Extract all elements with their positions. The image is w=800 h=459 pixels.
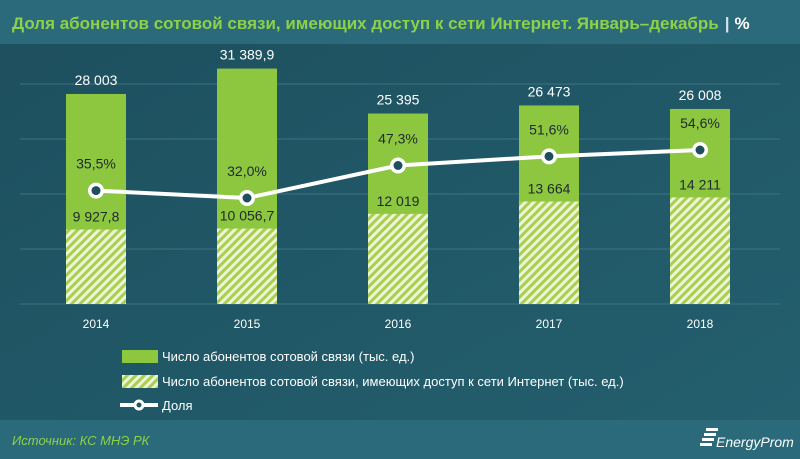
legend-swatch-total [122,350,158,363]
legend: Число абонентов сотовой связи (тыс. ед.)… [120,349,624,413]
label-share-2014: 35,5% [76,156,116,172]
label-share-2016: 47,3% [378,131,418,147]
label-share-2015: 32,0% [227,163,267,179]
source-text: Источник: КС МНЭ РК [12,433,151,448]
xtick-2018: 2018 [687,317,714,331]
bar-internet-2014 [66,229,126,304]
xtick-2017: 2017 [536,317,563,331]
legend-label-internet: Число абонентов сотовой связи, имеющих д… [162,374,624,389]
label-total-2016: 25 395 [377,92,420,108]
bar-internet-2017 [519,201,579,304]
label-internet-2018: 14 211 [679,176,721,192]
bar-internet-2015 [217,228,277,304]
xtick-2014: 2014 [83,317,110,331]
label-total-2017: 26 473 [528,83,571,99]
xtick-2016: 2016 [385,317,412,331]
legend-label-total: Число абонентов сотовой связи (тыс. ед.) [162,349,415,364]
label-total-2018: 26 008 [679,87,722,103]
label-internet-2016: 12 019 [377,193,420,209]
label-share-2018: 54,6% [680,115,720,131]
footer-band [0,420,800,459]
label-total-2014: 28 003 [75,72,118,88]
energyprom-logo: EnergyProm [700,428,794,450]
label-internet-2015: 10 056,7 [220,208,275,224]
xtick-2015: 2015 [234,317,261,331]
label-internet-2014: 9 927,8 [73,209,120,225]
label-internet-2017: 13 664 [528,181,571,197]
label-total-2015: 31 389,9 [220,47,275,63]
legend-label-share: Доля [162,398,193,413]
label-share-2017: 51,6% [529,121,569,137]
bar-internet-2016 [368,213,428,304]
svg-text:EnergyProm: EnergyProm [716,434,794,450]
title-band [0,0,800,44]
chart-title: Доля абонентов сотовой связи, имеющих до… [12,14,750,33]
legend-swatch-internet [122,375,158,388]
bar-internet-2018 [670,197,730,304]
